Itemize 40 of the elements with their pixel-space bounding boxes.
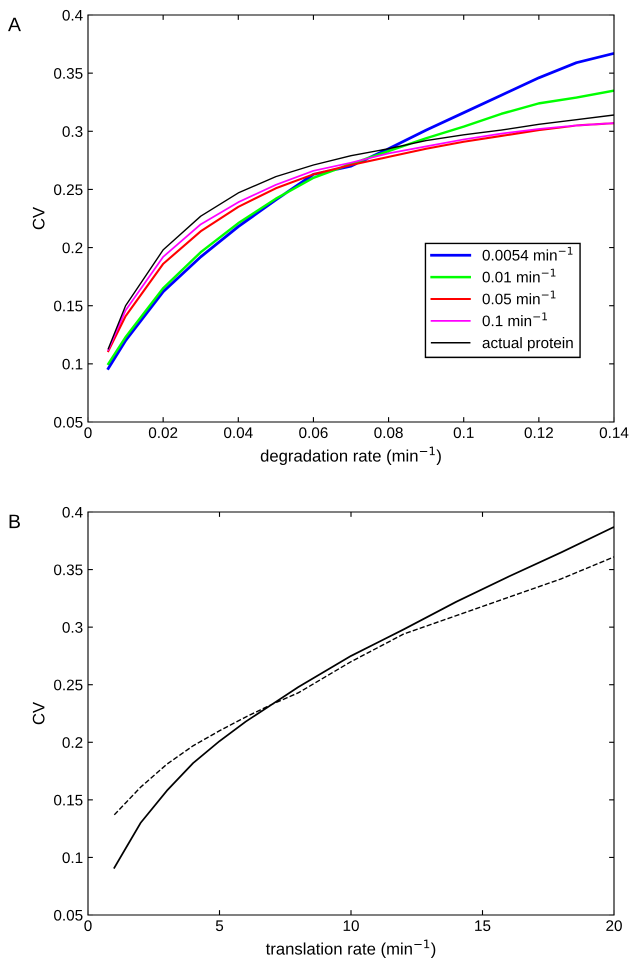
- x-axis-title: translation rate (min$^{−1}$): [266, 940, 436, 958]
- y-tick-label: 0.05: [54, 416, 82, 428]
- y-tick-label: 0.4: [62, 506, 83, 518]
- x-tick-label: 0: [84, 427, 92, 438]
- text: B: [10, 514, 20, 528]
- y-tick-label: 0.2: [62, 242, 82, 254]
- y-axis-title: CV: [32, 702, 45, 724]
- x-tick-label: 0: [84, 920, 92, 932]
- legend-label: 0.1 min$^{−1}$: [482, 312, 547, 326]
- x-tick-label: 10: [344, 920, 359, 932]
- y-tick-label: 0.25: [54, 680, 82, 690]
- y-tick-label: 0.25: [54, 184, 82, 196]
- x-tick-label: 0.02: [148, 427, 178, 438]
- x-tick-label: 0.12: [524, 427, 553, 438]
- x-tick-label: 20: [606, 920, 622, 932]
- x-tick-label: 0.1: [454, 427, 474, 438]
- x-axis-title: degradation rate (min$^{−1}$): [260, 446, 441, 466]
- text: A: [8, 18, 21, 32]
- legend-label: 0.05 min$^{−1}$: [482, 290, 556, 304]
- x-tick-label: 0.14: [600, 427, 628, 438]
- y-tick-label: 0.1: [62, 358, 82, 370]
- y-axis-title: CV: [32, 206, 45, 230]
- x-tick-label: 15: [475, 920, 490, 932]
- y-tick-label: 0.35: [54, 564, 82, 576]
- y-tick-label: 0.35: [54, 68, 82, 79]
- legend-label: 0.01 min$^{−1}$: [482, 268, 556, 283]
- y-tick-label: 0.1: [62, 852, 82, 864]
- x-tick-label: 0.08: [374, 427, 403, 438]
- legend-label: 0.0054 min$^{−1}$: [482, 246, 572, 261]
- x-tick-label: 0.06: [299, 427, 328, 438]
- y-tick-label: 0.15: [54, 794, 82, 806]
- y-tick-label: 0.3: [62, 126, 82, 137]
- legend-label: actual protein: [482, 337, 573, 352]
- y-tick-label: 0.15: [54, 300, 82, 312]
- y-tick-label: 0.05: [54, 910, 82, 921]
- y-tick-label: 0.4: [62, 10, 83, 21]
- x-tick-label: 0.04: [224, 427, 253, 438]
- y-tick-label: 0.2: [62, 737, 82, 748]
- y-tick-label: 0.3: [62, 622, 82, 633]
- x-tick-label: 5: [216, 920, 224, 932]
